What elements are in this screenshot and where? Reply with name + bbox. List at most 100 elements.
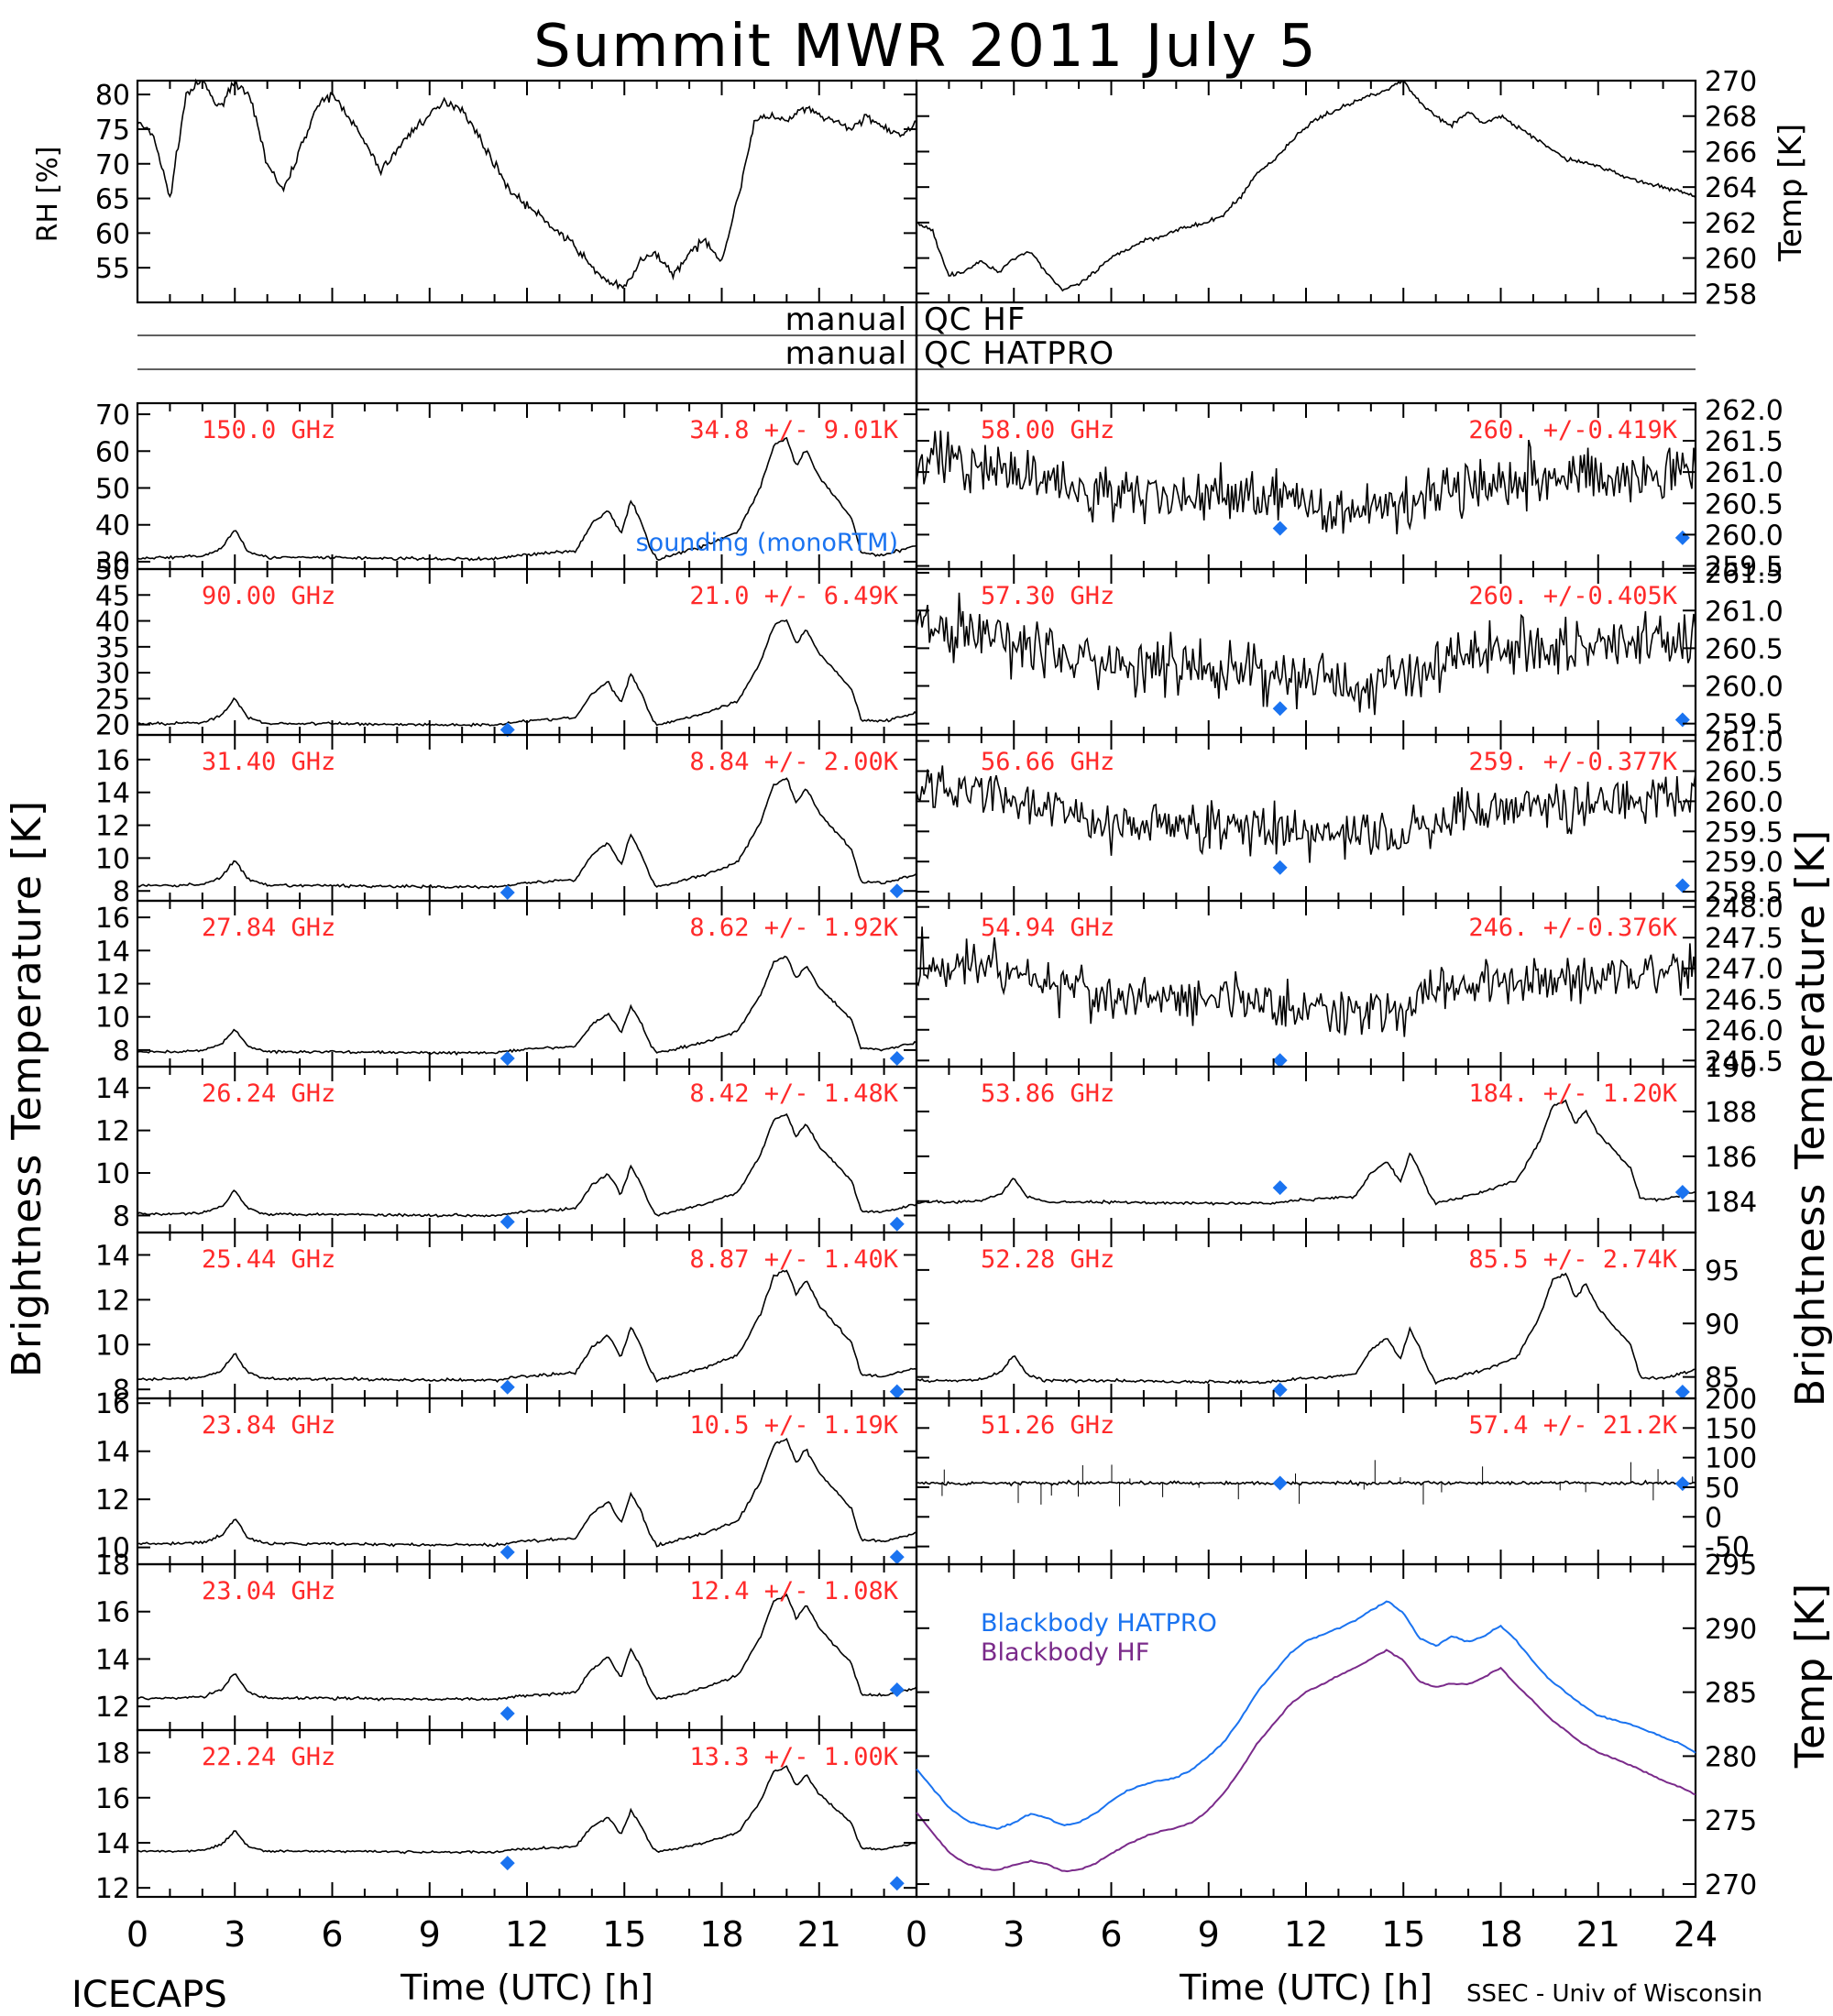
sounding-point [499, 885, 515, 901]
y-tick-label: 260 [1705, 244, 1757, 276]
y-tick-label: 50 [1705, 1473, 1740, 1505]
y-tick-label: 14 [95, 1644, 130, 1676]
y-tick-label: 246.0 [1705, 1015, 1784, 1047]
y-tick-label: 10 [95, 1003, 130, 1035]
y-tick-label: 12 [95, 1873, 130, 1905]
frequency-label: 26.24 GHz [202, 1079, 335, 1108]
y-tick-label: 261.0 [1705, 457, 1784, 489]
x-tick-label: 18 [699, 1914, 743, 1955]
legend-blackbody-hf: Blackbody HF [981, 1638, 1149, 1667]
sounding-point [499, 1856, 515, 1871]
y-tick-label: 35 [95, 632, 130, 664]
y-tick-label: 75 [95, 115, 130, 147]
y-tick-label: 95 [1705, 1255, 1740, 1287]
y-tick-label: 295 [1705, 1550, 1757, 1582]
qc-hf-left-label: manual [785, 301, 907, 338]
y-tick-label: 40 [95, 510, 130, 542]
y-tick-label: 60 [95, 218, 130, 250]
y-tick-label: 50 [95, 554, 130, 586]
series-line [137, 1112, 917, 1218]
y-tick-label: 16 [95, 1783, 130, 1815]
footer-right: SSEC - Univ of Wisconsin [1466, 1980, 1762, 2008]
y-tick-label: 259.0 [1705, 847, 1784, 879]
x-tick-label: 6 [1100, 1914, 1122, 1955]
sounding-point [1272, 1180, 1288, 1196]
stats-label: 8.84 +/- 2.00K [689, 748, 898, 776]
y-tick-label: 261.0 [1705, 727, 1784, 759]
x-tick-label: 12 [505, 1914, 549, 1955]
panel-ch5730: 259.5 260.0 260.5 261.0 261.5 57.30 GHz 260. +… [915, 558, 1784, 741]
y-tick-label: 10 [95, 1533, 130, 1565]
y-tick-label: 260.5 [1705, 756, 1784, 788]
frequency-label: 31.40 GHz [202, 748, 335, 776]
blackbody-hatpro-line [916, 1600, 1696, 1830]
series-line [137, 1593, 917, 1702]
y-tick-label: 258 [1705, 279, 1757, 311]
x-tick-label: 12 [1284, 1914, 1328, 1955]
y-tick-label: 12 [95, 1692, 130, 1724]
stats-label: 260. +/-0.405K [1468, 582, 1677, 610]
frequency-label: 58.00 GHz [981, 416, 1114, 444]
y-tick-label: 259.5 [1705, 816, 1784, 849]
y-tick-label: 20 [95, 710, 130, 742]
y-tick-label: 80 [95, 80, 130, 112]
y-tick-label: 90 [1705, 1309, 1740, 1341]
tb-left-axis-label: Brightness Temperature [K] [4, 800, 50, 1377]
y-tick-label: 18 [95, 1550, 130, 1582]
y-tick-label: 60 [95, 436, 130, 468]
x-tick-label: 21 [1576, 1914, 1620, 1955]
frequency-label: 23.84 GHz [202, 1411, 335, 1440]
y-tick-label: 262 [1705, 208, 1757, 240]
sounding-point [1674, 1184, 1690, 1200]
y-tick-label: 65 [95, 184, 130, 216]
sounding-point [889, 1550, 905, 1565]
y-tick-label: 261.5 [1705, 426, 1784, 458]
panel-ch2624: 8 10 12 14 26.24 GHz 8.42 +/- 1.48K [95, 1065, 918, 1234]
series-line [916, 1479, 1696, 1487]
series-line [916, 430, 1696, 535]
sounding-point [499, 1544, 515, 1560]
stats-label: 259. +/-0.377K [1468, 748, 1677, 776]
y-tick-label: 10 [95, 1330, 130, 1362]
y-tick-label: 85 [1705, 1363, 1740, 1395]
y-tick-label: 55 [95, 253, 130, 285]
y-tick-label: 270 [1705, 66, 1757, 98]
stats-label: 260. +/-0.419K [1468, 416, 1677, 444]
y-tick-label: 10 [95, 1158, 130, 1190]
frequency-label: 52.28 GHz [981, 1245, 1114, 1274]
y-tick-label: 260.0 [1705, 786, 1784, 818]
y-tick-label: 16 [95, 903, 130, 935]
frequency-label: 51.26 GHz [981, 1411, 1114, 1440]
x-tick-labels-right: 0 3 6 9 12 15 18 21 24 [906, 1914, 1718, 1955]
series-line [916, 1099, 1696, 1206]
tb-right-axis-label: Brightness Temperature [K] [1787, 829, 1833, 1407]
panel-ch5386: 184 186 188 190 53.86 GHz 184. +/- 1.20K [915, 1052, 1757, 1234]
frequency-label: 27.84 GHz [202, 914, 335, 942]
stats-label: 184. +/- 1.20K [1468, 1079, 1677, 1108]
panel-blackbody: 270 275 280 285 290 295 Blackbody HATPROBlackb… [915, 1550, 1757, 1901]
y-tick-label: -50 [1705, 1532, 1750, 1564]
y-tick-label: 0 [1705, 1502, 1722, 1534]
sounding-point [889, 1682, 905, 1698]
bb-temp-axis-label: Temp [K] [1787, 1583, 1833, 1769]
x-tick-label: 0 [906, 1914, 927, 1955]
x-tick-label: 18 [1478, 1914, 1522, 1955]
y-tick-label: 290 [1705, 1614, 1757, 1646]
sounding-point [499, 1050, 515, 1066]
y-tick-label: 247.5 [1705, 923, 1784, 955]
stats-label: 12.4 +/- 1.08K [689, 1577, 898, 1605]
qc-hf-right-label: QC HF [924, 301, 1026, 338]
series-line [137, 1269, 917, 1384]
y-tick-label: 259.5 [1705, 709, 1784, 741]
qc-hatpro-left-label: manual [785, 335, 907, 372]
y-tick-label: 260.5 [1705, 633, 1784, 665]
y-tick-label: 285 [1705, 1678, 1757, 1710]
series-line [137, 955, 917, 1057]
y-tick-label: 275 [1705, 1805, 1757, 1837]
series-line [916, 592, 1696, 716]
sounding-point [1272, 1475, 1288, 1491]
